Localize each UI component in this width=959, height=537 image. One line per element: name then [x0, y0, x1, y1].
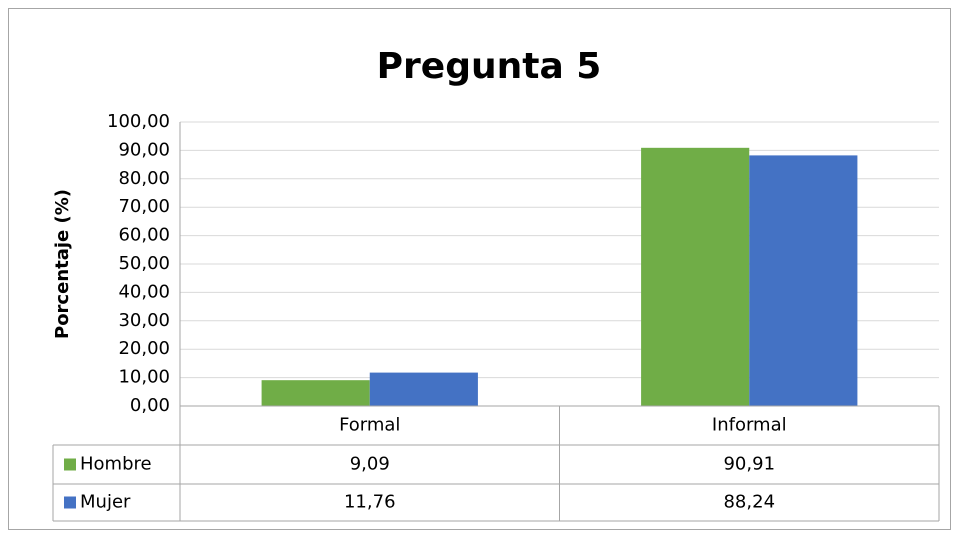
legend-label: Hombre	[80, 454, 152, 475]
legend-label: Mujer	[80, 492, 131, 513]
y-axis-label: Porcentaje (%)	[52, 189, 73, 339]
y-tick-label: 100,00	[107, 111, 170, 132]
bar	[369, 372, 478, 406]
x-tick-label: Formal	[339, 415, 400, 436]
y-tick-label: 40,00	[118, 281, 170, 302]
y-tick-label: 50,00	[118, 253, 170, 274]
y-tick-label: 60,00	[118, 225, 170, 246]
y-tick-label: 80,00	[118, 168, 170, 189]
y-tick-label: 30,00	[118, 310, 170, 331]
legend-swatch	[64, 458, 76, 471]
legend-swatch	[64, 496, 76, 509]
y-tick-label: 90,00	[118, 139, 170, 160]
bar	[641, 147, 750, 406]
y-tick-label: 10,00	[118, 367, 170, 388]
table-value: 88,24	[723, 492, 775, 513]
chart-title: Pregunta 5	[377, 46, 602, 87]
table-value: 90,91	[723, 454, 775, 475]
bar	[749, 155, 858, 406]
y-tick-label: 20,00	[118, 338, 170, 359]
y-tick-label: 70,00	[118, 196, 170, 217]
bar	[261, 380, 370, 406]
table-value: 11,76	[344, 492, 396, 513]
x-tick-label: Informal	[712, 415, 787, 436]
table-value: 9,09	[350, 454, 390, 475]
y-tick-label: 0,00	[130, 395, 170, 416]
